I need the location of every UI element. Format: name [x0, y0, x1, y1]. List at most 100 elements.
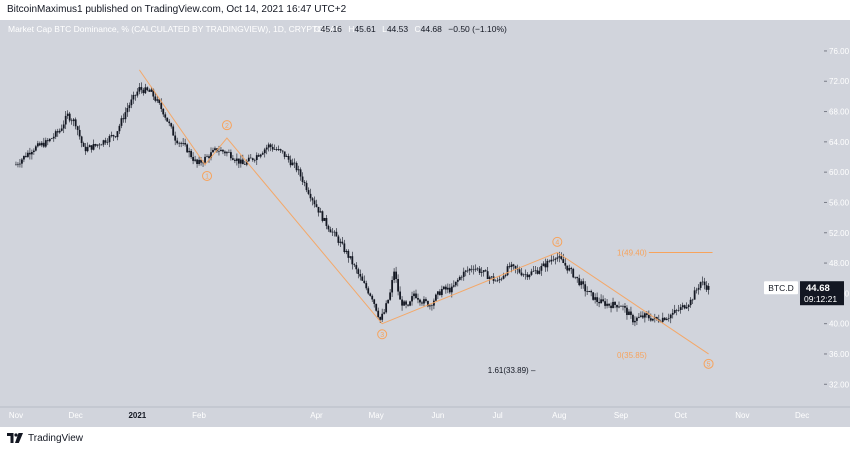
candle-body [172, 126, 175, 136]
wave-label-4: 4 [555, 239, 559, 246]
candle-body [156, 99, 159, 101]
candle-body [361, 276, 364, 281]
candle-body [486, 271, 489, 279]
candle-body [600, 299, 602, 304]
candle-body [466, 270, 469, 272]
candle-body [357, 269, 360, 275]
candle-body [705, 285, 708, 290]
x-tick-label: Apr [310, 411, 323, 420]
wave-label-circle [202, 170, 213, 181]
candle-body [576, 276, 579, 279]
candle-body [19, 163, 21, 165]
candle-body [277, 149, 280, 150]
candle-body [446, 287, 449, 290]
candle-body [329, 229, 332, 233]
candle-body [409, 301, 411, 306]
candle-body [245, 161, 248, 165]
candle-body [186, 144, 189, 153]
candle-body [458, 276, 461, 280]
candle-body [429, 305, 431, 307]
candle-body [440, 289, 443, 296]
candle-body [620, 306, 622, 307]
candle-body [355, 265, 358, 270]
publish-info: BitcoinMaximus1 published on TradingView… [7, 4, 347, 15]
candle-body [661, 317, 664, 322]
candle-body [27, 152, 29, 157]
candle-body [233, 159, 236, 161]
candle-body [68, 113, 71, 121]
candle-body [510, 264, 513, 268]
y-tick-label: 64.00 [829, 138, 850, 147]
x-tick-label: Nov [9, 411, 23, 420]
y-tick-label: 52.00 [829, 229, 850, 238]
chart-area[interactable]: 1 2 3 4 5 1(49.40) 0(35.85) 1.61(33.89) – 76.0… [0, 20, 850, 427]
candle-body [528, 274, 531, 278]
candle-body [542, 263, 545, 266]
x-tick-label: Jun [431, 411, 444, 420]
candle-body [480, 272, 483, 273]
candle-body [468, 268, 471, 271]
candle-body [341, 241, 344, 244]
candle-body [208, 156, 210, 158]
candle-body [614, 301, 616, 305]
candle-body [647, 314, 650, 319]
candle-body [436, 291, 439, 295]
candle-body [64, 115, 67, 125]
legend-high-label: H [348, 24, 354, 34]
x-tick-label: Nov [735, 411, 749, 420]
candle-body [413, 293, 415, 297]
candle-body [460, 276, 463, 278]
fib-level-label: 0(35.85) [617, 351, 647, 360]
candle-body [580, 281, 583, 286]
candle-body [574, 276, 577, 278]
legend-open-label: O [314, 24, 321, 34]
time-axis[interactable]: Nov Dec 2021 Feb Apr May Jun Jul Aug Sep Oct Nov Dec [9, 411, 809, 420]
candle-body [363, 280, 366, 284]
candle-body [289, 159, 292, 166]
tradingview-brand[interactable]: TradingView [7, 432, 83, 444]
y-tick-label: 36.00 [829, 350, 850, 359]
candle-body [504, 275, 507, 277]
candle-body [608, 303, 610, 306]
price-axis[interactable]: 76.00 72.00 68.00 64.00 60.00 56.00 52.00 48.00… [824, 47, 850, 389]
candle-body [419, 299, 421, 303]
candle-body [259, 154, 262, 157]
candle-body [76, 126, 79, 130]
candle-body [592, 292, 595, 300]
candle-body [251, 158, 254, 160]
candle-body [331, 231, 334, 233]
footer-bar: TradingView [0, 427, 850, 449]
candle-body [526, 274, 529, 278]
candle-body [297, 169, 300, 171]
brand-name: TradingView [28, 432, 84, 444]
legend-close-value: 44.68 [421, 24, 443, 34]
candle-body [343, 243, 346, 253]
legend-close-label: C [414, 24, 420, 34]
candle-body [80, 136, 83, 144]
candle-body [152, 89, 155, 97]
price-chart-svg[interactable]: 1 2 3 4 5 1(49.40) 0(35.85) 1.61(33.89) – 76.0… [0, 20, 850, 427]
candle-body [572, 268, 575, 278]
candle-body [667, 318, 670, 319]
candle-body [303, 181, 306, 183]
candle-body [72, 119, 75, 122]
candle-body [514, 265, 517, 269]
candle-body [462, 271, 465, 277]
candle-body [154, 96, 157, 101]
candle-body [178, 142, 181, 144]
candle-body [399, 291, 401, 300]
candle-body [403, 301, 405, 306]
publish-header: BitcoinMaximus1 published on TradingView… [0, 0, 850, 20]
candle-body [701, 281, 704, 283]
candle-body [50, 138, 53, 139]
candle-body [651, 318, 654, 321]
candle-body [522, 274, 525, 276]
candle-body [54, 131, 57, 137]
candle-body [158, 99, 161, 103]
candle-body [476, 268, 479, 270]
candle-body [327, 225, 330, 230]
fib-level-label: 1(49.40) [617, 248, 647, 257]
candle-body [550, 259, 553, 262]
candle-body [126, 108, 129, 113]
candle-body [136, 91, 139, 96]
